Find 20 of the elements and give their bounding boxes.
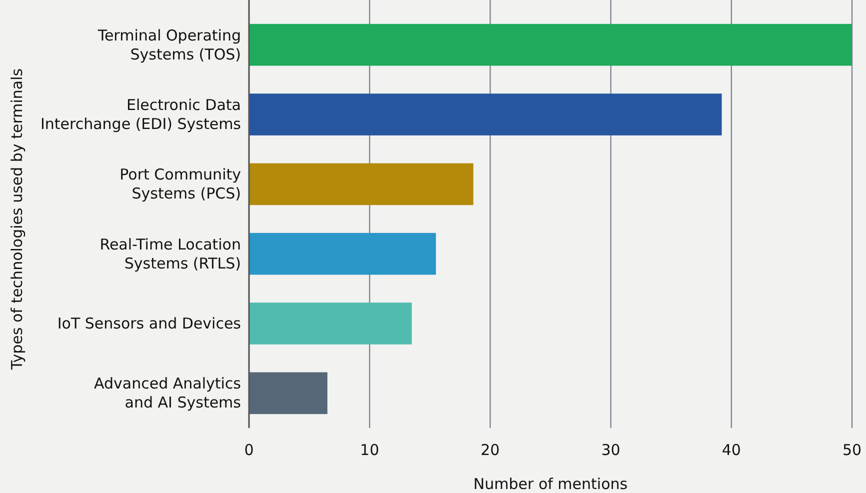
x-tick-label: 0 xyxy=(244,441,254,459)
bar xyxy=(249,232,436,275)
y-tick-label: Terminal Operating Systems (TOS) xyxy=(96,26,241,64)
y-tick-label: Advanced Analytics and AI Systems xyxy=(94,374,242,412)
bar xyxy=(249,24,852,66)
x-tick-label: 30 xyxy=(601,441,620,459)
x-tick-label: 40 xyxy=(722,441,741,459)
bar xyxy=(249,302,412,344)
bar xyxy=(249,372,328,414)
x-tick-label: 10 xyxy=(360,441,380,459)
y-axis-title: Types of technologies used by terminals xyxy=(8,68,26,371)
y-tick-label: Port Community Systems (PCS) xyxy=(120,166,242,203)
y-tick-label: Real-Time Location Systems (RTLS) xyxy=(100,235,241,272)
bar xyxy=(249,94,722,136)
x-tick-label: 20 xyxy=(480,441,500,459)
y-tick-label: IoT Sensors and Devices xyxy=(57,314,242,332)
x-tick-label: 50 xyxy=(842,441,862,459)
bar xyxy=(249,163,474,206)
y-tick-label: Electronic Data Interchange (EDI) Systems xyxy=(40,96,242,133)
x-axis-title: Number of mentions xyxy=(473,475,628,493)
